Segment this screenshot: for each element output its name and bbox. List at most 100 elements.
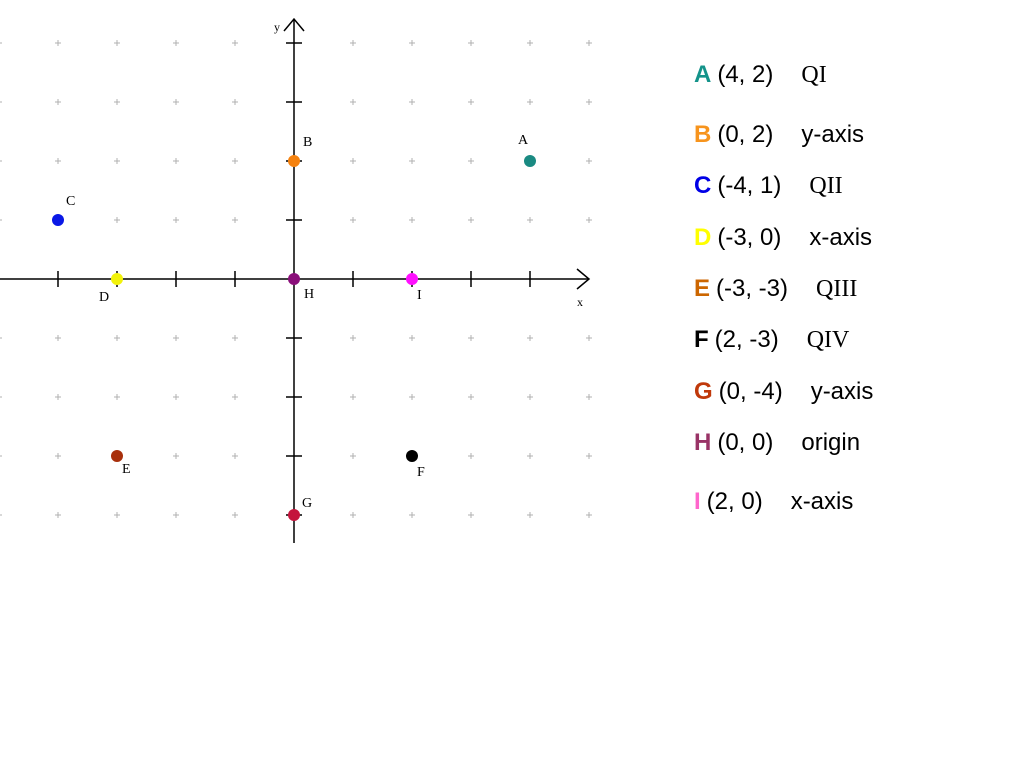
grid-dot <box>173 40 179 46</box>
grid-dot <box>173 217 179 223</box>
grid-dot <box>55 99 61 105</box>
legend-row-a: A (4, 2) QI <box>694 61 827 89</box>
grid-dots <box>0 40 592 518</box>
legend-coords: (0, 2) <box>717 121 774 148</box>
grid-dot <box>350 453 356 459</box>
grid-dot <box>0 514 2 516</box>
legend-coords: (-4, 1) <box>717 172 782 199</box>
grid-dot <box>527 335 533 341</box>
grid-dot <box>55 512 61 518</box>
grid-dot <box>232 512 238 518</box>
point-g-marker <box>288 509 300 521</box>
grid-dot <box>173 394 179 400</box>
grid-dot <box>232 335 238 341</box>
legend-row-i: I (2, 0) x-axis <box>694 488 853 516</box>
legend-letter: G <box>694 378 713 405</box>
grid-dot <box>468 217 474 223</box>
grid-dot <box>586 158 592 164</box>
legend-coords: (0, 0) <box>717 429 774 456</box>
point-c-label: C <box>66 194 75 209</box>
grid-dot <box>586 394 592 400</box>
grid-dot <box>409 394 415 400</box>
grid-dot <box>0 455 2 457</box>
grid-dot <box>350 217 356 223</box>
grid-dot <box>586 40 592 46</box>
legend-coords: (-3, -3) <box>716 275 789 302</box>
point-d-label: D <box>99 290 109 305</box>
point-f-marker <box>406 450 418 462</box>
grid-dot <box>232 158 238 164</box>
legend-row-e: E (-3, -3) QIII <box>694 275 857 303</box>
legend-letter: H <box>694 429 712 456</box>
grid-dot <box>173 158 179 164</box>
x-axis-arrow <box>576 268 591 290</box>
grid-dot <box>527 512 533 518</box>
grid-dot <box>55 453 61 459</box>
grid-dot <box>232 217 238 223</box>
grid-dot <box>173 453 179 459</box>
plotted-points: A B C D E F G H I <box>52 133 536 521</box>
grid-dot <box>0 42 2 44</box>
legend-row-g: G (0, -4) y-axis <box>694 378 873 406</box>
grid-dot <box>114 40 120 46</box>
legend-letter: F <box>694 326 709 353</box>
legend-location: y-axis <box>801 121 865 148</box>
legend-location: QI <box>801 62 827 88</box>
grid-dot <box>55 394 61 400</box>
point-a-marker <box>524 155 536 167</box>
grid-dot <box>0 219 2 221</box>
point-i-label: I <box>417 288 422 303</box>
grid-dot <box>409 40 415 46</box>
grid-dot <box>409 335 415 341</box>
grid-dot <box>114 394 120 400</box>
grid-dot <box>527 99 533 105</box>
grid-dot <box>232 40 238 46</box>
grid-dot <box>114 99 120 105</box>
point-c-marker <box>52 214 64 226</box>
legend-coords: (4, 2) <box>717 61 774 88</box>
legend-row-f: F (2, -3) QIV <box>694 326 849 354</box>
legend-location: y-axis <box>810 378 874 405</box>
legend-coords: (2, -3) <box>714 326 779 353</box>
legend-coords: (-3, 0) <box>717 224 782 251</box>
y-axis-label: y <box>274 20 280 34</box>
legend-location: origin <box>801 429 861 456</box>
grid-dot <box>232 99 238 105</box>
grid-dot <box>527 217 533 223</box>
grid-dot <box>350 335 356 341</box>
grid-dot <box>527 394 533 400</box>
x-axis-label: x <box>577 295 583 309</box>
point-h-label: H <box>304 287 314 302</box>
legend-row-h: H (0, 0) origin <box>694 429 860 457</box>
grid-dot <box>350 99 356 105</box>
legend-row-d: D (-3, 0) x-axis <box>694 224 872 252</box>
point-i-marker <box>406 273 418 285</box>
legend-row-b: B (0, 2) y-axis <box>694 121 864 149</box>
grid-dot <box>0 160 2 162</box>
grid-dot <box>0 101 2 103</box>
grid-dot <box>468 40 474 46</box>
grid-dot <box>586 99 592 105</box>
grid-dot <box>114 335 120 341</box>
legend-location: x-axis <box>790 488 854 515</box>
point-f-label: F <box>417 465 425 480</box>
coordinate-plane: x y A B C D E F G H I <box>0 17 592 543</box>
legend-location: QII <box>809 173 843 199</box>
grid-dot <box>468 99 474 105</box>
grid-dot <box>409 99 415 105</box>
grid-dot <box>350 40 356 46</box>
legend-letter: A <box>694 61 712 88</box>
legend-coords: (0, -4) <box>718 378 783 405</box>
grid-dot <box>409 512 415 518</box>
grid-dot <box>468 394 474 400</box>
point-a-label: A <box>518 133 529 148</box>
grid-dot <box>0 337 2 339</box>
grid-dot <box>586 335 592 341</box>
point-b-label: B <box>303 135 312 150</box>
grid-dot <box>409 158 415 164</box>
grid-dot <box>468 158 474 164</box>
grid-dot <box>350 394 356 400</box>
grid-dot <box>586 453 592 459</box>
point-h-marker <box>288 273 300 285</box>
grid-dot <box>409 217 415 223</box>
